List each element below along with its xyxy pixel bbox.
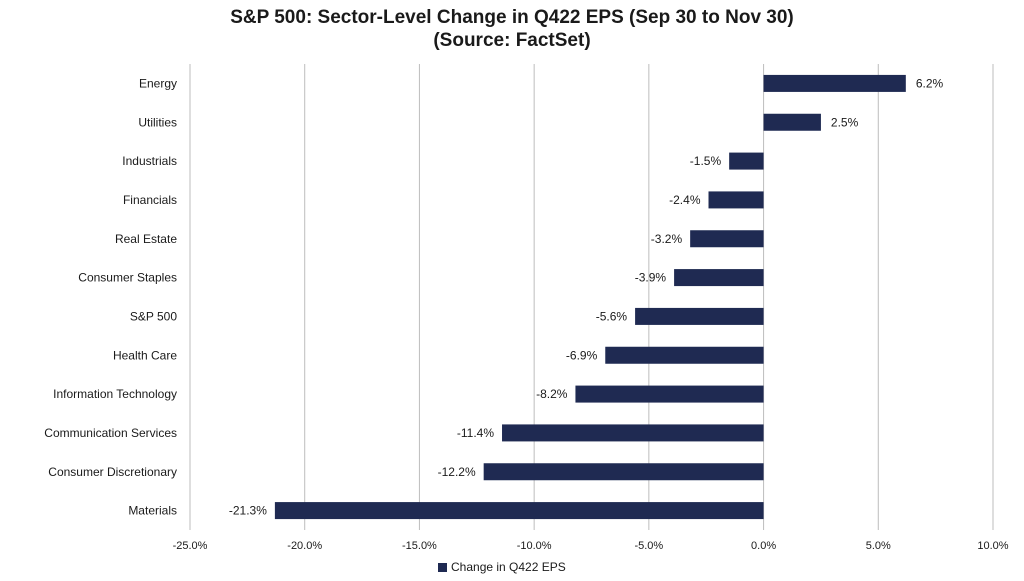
category-label: S&P 500 — [130, 309, 177, 323]
data-label: -8.2% — [536, 387, 568, 401]
x-tick-label: 0.0% — [751, 540, 776, 552]
category-label: Materials — [128, 504, 177, 518]
x-tick-label: 5.0% — [866, 540, 891, 552]
legend-swatch — [438, 562, 447, 572]
category-label: Consumer Discretionary — [48, 465, 177, 479]
x-tick-label: -5.0% — [634, 540, 663, 552]
chart-title: S&P 500: Sector-Level Change in Q422 EPS… — [230, 7, 794, 28]
data-label: -2.4% — [669, 193, 701, 207]
bar — [690, 230, 764, 248]
category-label: Utilities — [138, 115, 177, 129]
category-label: Health Care — [113, 348, 177, 362]
bar — [483, 463, 764, 481]
chart-subtitle: (Source: FactSet) — [433, 30, 591, 51]
bar — [274, 502, 764, 520]
category-label: Communication Services — [44, 426, 177, 440]
bar — [635, 307, 764, 325]
data-label: 2.5% — [831, 115, 859, 129]
legend-label: Change in Q422 EPS — [451, 560, 566, 574]
category-label: Energy — [139, 76, 177, 90]
data-label: -1.5% — [690, 154, 722, 168]
data-label: -3.9% — [635, 271, 667, 285]
bar — [674, 269, 764, 287]
bar — [605, 346, 764, 364]
x-tick-label: -10.0% — [517, 540, 552, 552]
bar — [763, 113, 821, 131]
x-tick-label: -20.0% — [287, 540, 322, 552]
data-label: -12.2% — [438, 465, 476, 479]
x-tick-label: 10.0% — [977, 540, 1008, 552]
bar — [575, 385, 764, 403]
bar — [502, 424, 764, 442]
category-label: Real Estate — [115, 232, 177, 246]
category-label: Financials — [123, 193, 177, 207]
bar — [729, 152, 764, 170]
category-label: Consumer Staples — [78, 271, 177, 285]
data-label: -6.9% — [566, 348, 598, 362]
data-label: -3.2% — [651, 232, 683, 246]
bar — [708, 191, 764, 209]
data-label: 6.2% — [916, 76, 944, 90]
legend: Change in Q422 EPS — [438, 560, 566, 574]
x-tick-label: -25.0% — [173, 540, 208, 552]
data-label: -5.6% — [596, 309, 628, 323]
category-label: Industrials — [122, 154, 177, 168]
bar — [763, 74, 906, 92]
category-label: Information Technology — [53, 387, 177, 401]
data-label: -11.4% — [457, 426, 494, 440]
x-tick-label: -15.0% — [402, 540, 437, 552]
data-label: -21.3% — [229, 504, 267, 518]
